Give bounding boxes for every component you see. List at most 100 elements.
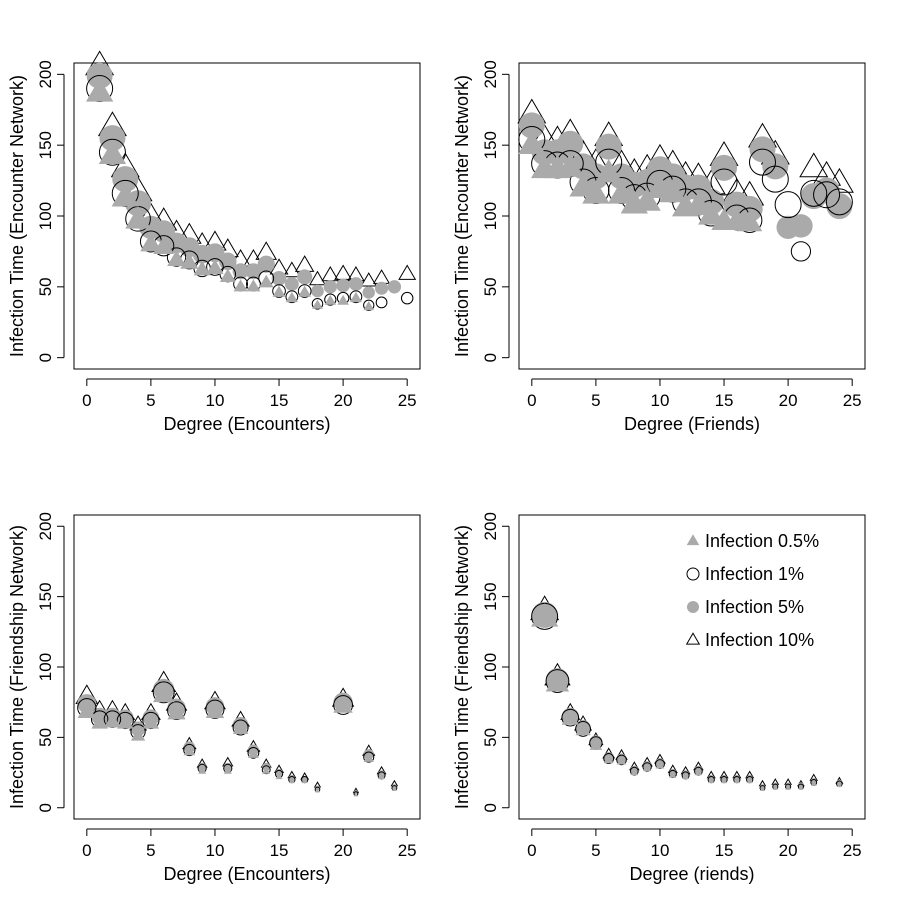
data-point bbox=[112, 166, 139, 193]
x-tick-label: 20 bbox=[779, 841, 798, 860]
data-point bbox=[288, 777, 296, 784]
y-tick-label: 100 bbox=[481, 202, 500, 230]
data-point bbox=[561, 708, 580, 727]
data-point bbox=[353, 793, 358, 797]
data-point bbox=[349, 290, 363, 304]
data-point bbox=[398, 264, 417, 280]
y-tick-label: 50 bbox=[481, 277, 500, 296]
data-point bbox=[836, 782, 843, 788]
x-tick-label: 20 bbox=[334, 391, 353, 410]
y-axis-label: Infection Time (Friendship Network) bbox=[452, 525, 472, 809]
data-point bbox=[710, 168, 738, 196]
data-point bbox=[813, 181, 841, 209]
data-point bbox=[789, 214, 813, 238]
x-tick-label: 10 bbox=[651, 841, 670, 860]
data-point bbox=[575, 722, 591, 736]
data-point bbox=[760, 786, 765, 792]
data-point bbox=[262, 766, 271, 774]
x-tick-label: 20 bbox=[334, 841, 353, 860]
data-point bbox=[349, 291, 362, 303]
data-point bbox=[257, 255, 275, 273]
y-tick-label: 50 bbox=[36, 728, 55, 747]
data-point bbox=[271, 270, 287, 286]
x-tick-label: 15 bbox=[270, 391, 289, 410]
y-tick-label: 0 bbox=[36, 353, 55, 362]
data-point bbox=[518, 112, 545, 139]
data-point bbox=[245, 263, 262, 280]
x-tick-label: 5 bbox=[591, 841, 600, 860]
y-tick-label: 200 bbox=[481, 512, 500, 540]
data-point bbox=[284, 277, 299, 291]
data-point bbox=[353, 790, 359, 795]
data-point bbox=[180, 253, 199, 269]
legend-label: Infection 0.5% bbox=[705, 531, 819, 551]
data-point bbox=[785, 785, 791, 790]
data-point bbox=[607, 180, 636, 204]
legend-label: Infection 10% bbox=[705, 630, 814, 650]
data-point bbox=[659, 178, 687, 203]
data-point bbox=[294, 255, 315, 272]
data-point bbox=[152, 683, 175, 703]
data-point bbox=[759, 784, 766, 790]
data-point bbox=[363, 751, 375, 763]
data-point bbox=[375, 296, 388, 309]
y-tick-label: 100 bbox=[481, 653, 500, 681]
data-point bbox=[545, 671, 570, 692]
data-point bbox=[711, 154, 738, 181]
data-point bbox=[324, 293, 337, 306]
data-point bbox=[363, 752, 374, 762]
data-point bbox=[85, 78, 114, 102]
data-point bbox=[575, 721, 591, 737]
data-point bbox=[387, 280, 402, 294]
data-point bbox=[247, 748, 259, 758]
data-point bbox=[285, 290, 299, 304]
data-point bbox=[167, 703, 186, 720]
data-point bbox=[603, 753, 615, 764]
x-tick-label: 15 bbox=[715, 391, 734, 410]
data-point bbox=[798, 785, 804, 790]
data-point bbox=[825, 188, 853, 216]
x-tick-label: 10 bbox=[206, 841, 225, 860]
x-tick-label: 5 bbox=[591, 391, 600, 410]
chart-panel-4: 0 5 10 15 20 25 0 50 100 150 200 Degree (riends) Inf… bbox=[452, 512, 866, 884]
data-point bbox=[336, 278, 350, 293]
data-point bbox=[219, 268, 236, 283]
legend-marker bbox=[685, 632, 701, 645]
data-point bbox=[708, 777, 715, 784]
y-tick-label: 150 bbox=[36, 582, 55, 610]
data-point bbox=[810, 780, 817, 786]
x-axis-label: Degree (Encounters) bbox=[163, 414, 330, 434]
data-point bbox=[223, 766, 232, 774]
chart-panel-1: 0 5 10 15 20 25 0 50 100 150 200 Degree (Encounters… bbox=[7, 50, 421, 434]
data-point bbox=[98, 138, 126, 166]
data-point bbox=[518, 130, 546, 155]
data-point bbox=[232, 263, 249, 280]
data-point bbox=[556, 153, 584, 177]
y-tick-label: 150 bbox=[481, 582, 500, 610]
x-tick-label: 15 bbox=[715, 841, 734, 860]
data-point bbox=[378, 773, 386, 780]
y-tick-label: 150 bbox=[36, 131, 55, 159]
data-point bbox=[363, 301, 375, 311]
data-point bbox=[333, 695, 353, 715]
data-point bbox=[545, 669, 570, 693]
legend-label: Infection 1% bbox=[705, 564, 804, 584]
data-point bbox=[746, 777, 753, 784]
data-point bbox=[153, 236, 175, 254]
data-point bbox=[633, 187, 661, 211]
data-point bbox=[774, 191, 802, 219]
data-point bbox=[363, 299, 375, 311]
data-point bbox=[308, 270, 326, 286]
data-point bbox=[530, 603, 559, 627]
x-tick-label: 25 bbox=[843, 841, 862, 860]
chart-panel-2: 0 5 10 15 20 25 0 50 100 150 200 Degree (Friends) In… bbox=[452, 60, 866, 434]
data-point bbox=[360, 272, 378, 287]
data-point bbox=[561, 709, 579, 725]
data-point bbox=[297, 284, 312, 298]
data-point bbox=[198, 766, 207, 774]
y-tick-label: 0 bbox=[36, 803, 55, 812]
data-point bbox=[582, 180, 610, 204]
y-tick-label: 0 bbox=[481, 803, 500, 812]
data-point bbox=[557, 130, 584, 157]
y-axis-label: Infection Time (Encounter Network) bbox=[452, 75, 472, 357]
